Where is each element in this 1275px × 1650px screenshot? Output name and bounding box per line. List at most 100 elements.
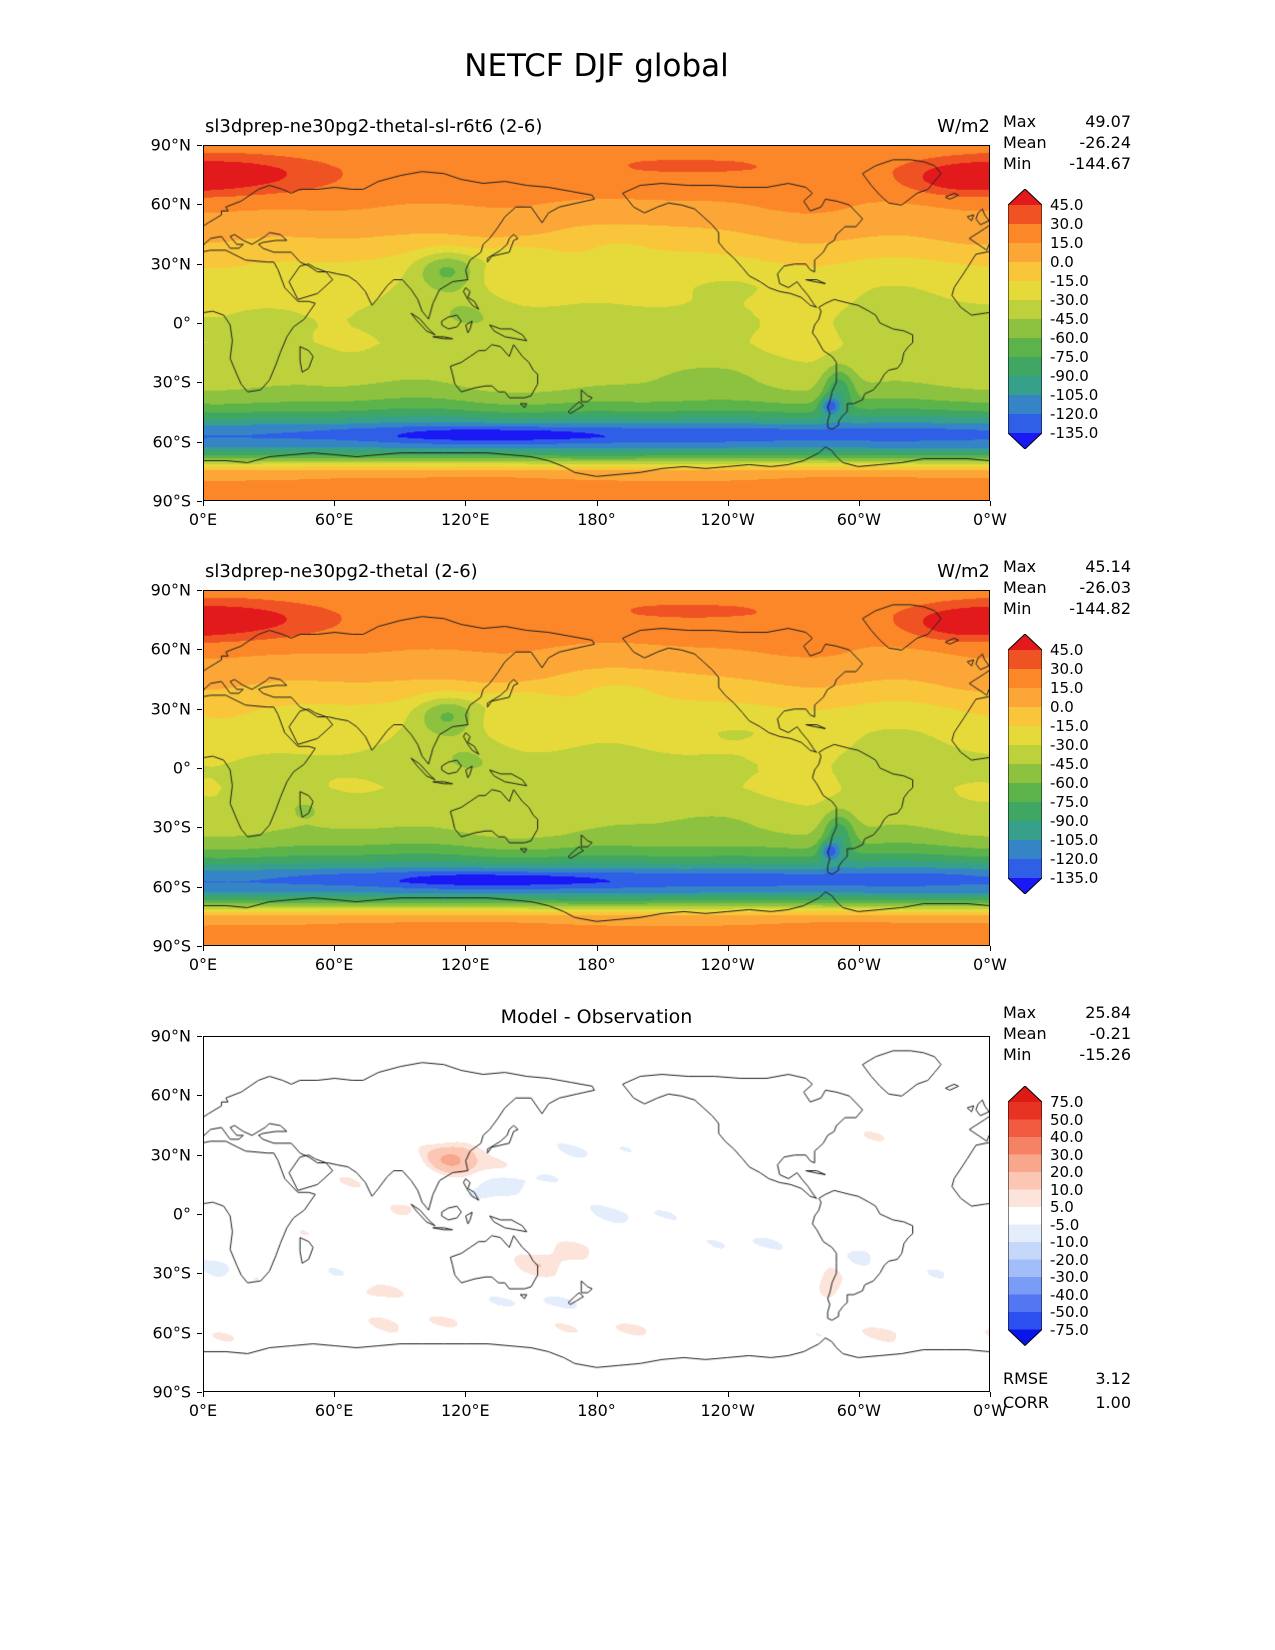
stats-block: Max 25.84 Mean -0.21 Min -15.26 bbox=[1003, 1002, 1131, 1065]
panel-title: sl3dprep-ne30pg2-thetal-sl-r6t6 (2-6) bbox=[205, 116, 543, 137]
stat-row: Min -15.26 bbox=[1003, 1044, 1131, 1065]
colorbar-segment bbox=[1008, 1224, 1042, 1243]
x-axis-tick bbox=[203, 946, 204, 951]
stat-value: -144.82 bbox=[1069, 599, 1131, 618]
colorbar-tick-label: -60.0 bbox=[1050, 774, 1089, 792]
x-axis-tick bbox=[858, 946, 860, 951]
colorbar-segment bbox=[1008, 688, 1042, 708]
colorbar-extend-arrow bbox=[1008, 634, 1042, 650]
skill-stat-value: 1.00 bbox=[1095, 1393, 1131, 1412]
x-axis-tick bbox=[334, 1392, 336, 1397]
colorbar-tick-label: -135.0 bbox=[1050, 869, 1099, 887]
y-axis-tick bbox=[197, 1036, 202, 1037]
skill-stats-block: RMSE 3.12 CORR 1.00 bbox=[1003, 1368, 1131, 1416]
stat-value: -15.26 bbox=[1079, 1045, 1131, 1064]
colorbar-segment bbox=[1008, 707, 1042, 727]
stat-label: Min bbox=[1003, 599, 1032, 618]
colorbar-segment bbox=[1008, 243, 1042, 263]
stat-row: Max 45.14 bbox=[1003, 556, 1131, 577]
colorbar-segment bbox=[1008, 1137, 1042, 1155]
colorbar-tick-label: -30.0 bbox=[1050, 291, 1089, 309]
colorbar-segment bbox=[1008, 1242, 1042, 1260]
colorbar-extend-arrow bbox=[1008, 1086, 1042, 1102]
map-panel-3 bbox=[203, 1036, 990, 1392]
stat-label: Max bbox=[1003, 1003, 1037, 1022]
colorbar-tick-label: -90.0 bbox=[1050, 367, 1089, 385]
colorbar-tick-label: -45.0 bbox=[1050, 755, 1089, 773]
colorbar-segment bbox=[1008, 1312, 1042, 1330]
y-axis-tick-label: 0° bbox=[172, 313, 191, 333]
x-axis-tick-label: 120°W bbox=[700, 955, 755, 974]
colorbar-tick-label: -90.0 bbox=[1050, 812, 1089, 830]
map-field-canvas-3 bbox=[204, 1037, 989, 1391]
colorbar-tick-label: 0.0 bbox=[1050, 253, 1074, 271]
colorbar-segment bbox=[1008, 840, 1042, 860]
colorbar-segment bbox=[1008, 669, 1042, 689]
x-axis-tick-label: 0°W bbox=[973, 510, 1007, 529]
y-axis-tick bbox=[197, 827, 202, 829]
colorbar-tick-label: -15.0 bbox=[1050, 717, 1089, 735]
x-axis-tick-label: 60°W bbox=[836, 955, 881, 974]
figure-title: NETCF DJF global bbox=[464, 48, 729, 84]
colorbar-segment bbox=[1008, 224, 1042, 244]
colorbar-tick-label: 5.0 bbox=[1050, 1198, 1074, 1216]
y-axis-tick-label: 90°N bbox=[150, 1026, 191, 1046]
x-axis-tick-label: 0°W bbox=[973, 1401, 1007, 1420]
colorbar-segment bbox=[1008, 1277, 1042, 1295]
stat-label: Min bbox=[1003, 154, 1032, 173]
colorbar-segment bbox=[1008, 1207, 1042, 1225]
map-panel-2 bbox=[203, 590, 990, 946]
y-axis-tick-label: 60°N bbox=[150, 639, 191, 659]
x-axis-tick bbox=[990, 501, 991, 506]
colorbar-tick-label: -135.0 bbox=[1050, 424, 1099, 442]
x-axis-tick-label: 0°W bbox=[973, 955, 1007, 974]
colorbar-tick-label: 0.0 bbox=[1050, 698, 1074, 716]
y-axis-tick-label: 0° bbox=[172, 758, 191, 778]
skill-stat-value: 3.12 bbox=[1095, 1369, 1131, 1388]
stat-row: Max 25.84 bbox=[1003, 1002, 1131, 1023]
y-axis-tick-label: 30°N bbox=[150, 254, 191, 274]
y-axis-tick bbox=[197, 441, 202, 443]
colorbar-extend-arrow bbox=[1008, 189, 1042, 205]
colorbar-segment bbox=[1008, 281, 1042, 301]
colorbar-segment bbox=[1008, 205, 1042, 225]
skill-stat-label: CORR bbox=[1003, 1393, 1049, 1412]
y-axis-tick-label: 30°N bbox=[150, 1145, 191, 1165]
x-axis-tick bbox=[990, 1392, 991, 1397]
y-axis-tick bbox=[197, 1095, 202, 1097]
y-axis-tick-label: 0° bbox=[172, 1204, 191, 1224]
colorbar-segment bbox=[1008, 1259, 1042, 1278]
colorbar-segment bbox=[1008, 1154, 1042, 1173]
colorbar-tick-label: -40.0 bbox=[1050, 1285, 1089, 1304]
x-axis-tick bbox=[596, 946, 598, 951]
colorbar-tick-label: -105.0 bbox=[1050, 386, 1099, 404]
x-axis-tick-label: 180° bbox=[577, 955, 616, 974]
stat-row: Mean -26.24 bbox=[1003, 132, 1131, 153]
colorbar-extend-arrow bbox=[1008, 878, 1042, 894]
x-axis-tick-label: 120°E bbox=[441, 1401, 490, 1420]
stat-label: Mean bbox=[1003, 133, 1047, 152]
y-axis-tick bbox=[197, 382, 202, 384]
colorbar-segment bbox=[1008, 1119, 1042, 1138]
y-axis-tick-label: 30°S bbox=[152, 1263, 191, 1283]
x-axis-tick-label: 60°E bbox=[314, 1401, 354, 1420]
x-axis-tick bbox=[596, 501, 598, 506]
colorbar-segment bbox=[1008, 414, 1042, 434]
colorbar-tick-label: 15.0 bbox=[1050, 234, 1084, 252]
colorbar-segment bbox=[1008, 764, 1042, 784]
x-axis-tick bbox=[334, 501, 336, 506]
stat-value: 49.07 bbox=[1085, 112, 1131, 131]
x-axis-tick-label: 60°E bbox=[314, 955, 354, 974]
y-axis-tick-label: 30°S bbox=[152, 817, 191, 837]
x-axis-tick-label: 60°E bbox=[314, 510, 354, 529]
colorbar-tick-label: 15.0 bbox=[1050, 679, 1084, 697]
y-axis-tick bbox=[197, 263, 202, 265]
colorbar-tick-label: 10.0 bbox=[1050, 1180, 1084, 1199]
x-axis-tick-label: 180° bbox=[577, 1401, 616, 1420]
y-axis-tick-label: 60°S bbox=[152, 877, 191, 897]
colorbar-tick-label: -45.0 bbox=[1050, 310, 1089, 328]
colorbar-tick-label: 45.0 bbox=[1050, 196, 1084, 214]
colorbar-segment bbox=[1008, 1189, 1042, 1208]
x-axis-tick bbox=[727, 946, 729, 951]
